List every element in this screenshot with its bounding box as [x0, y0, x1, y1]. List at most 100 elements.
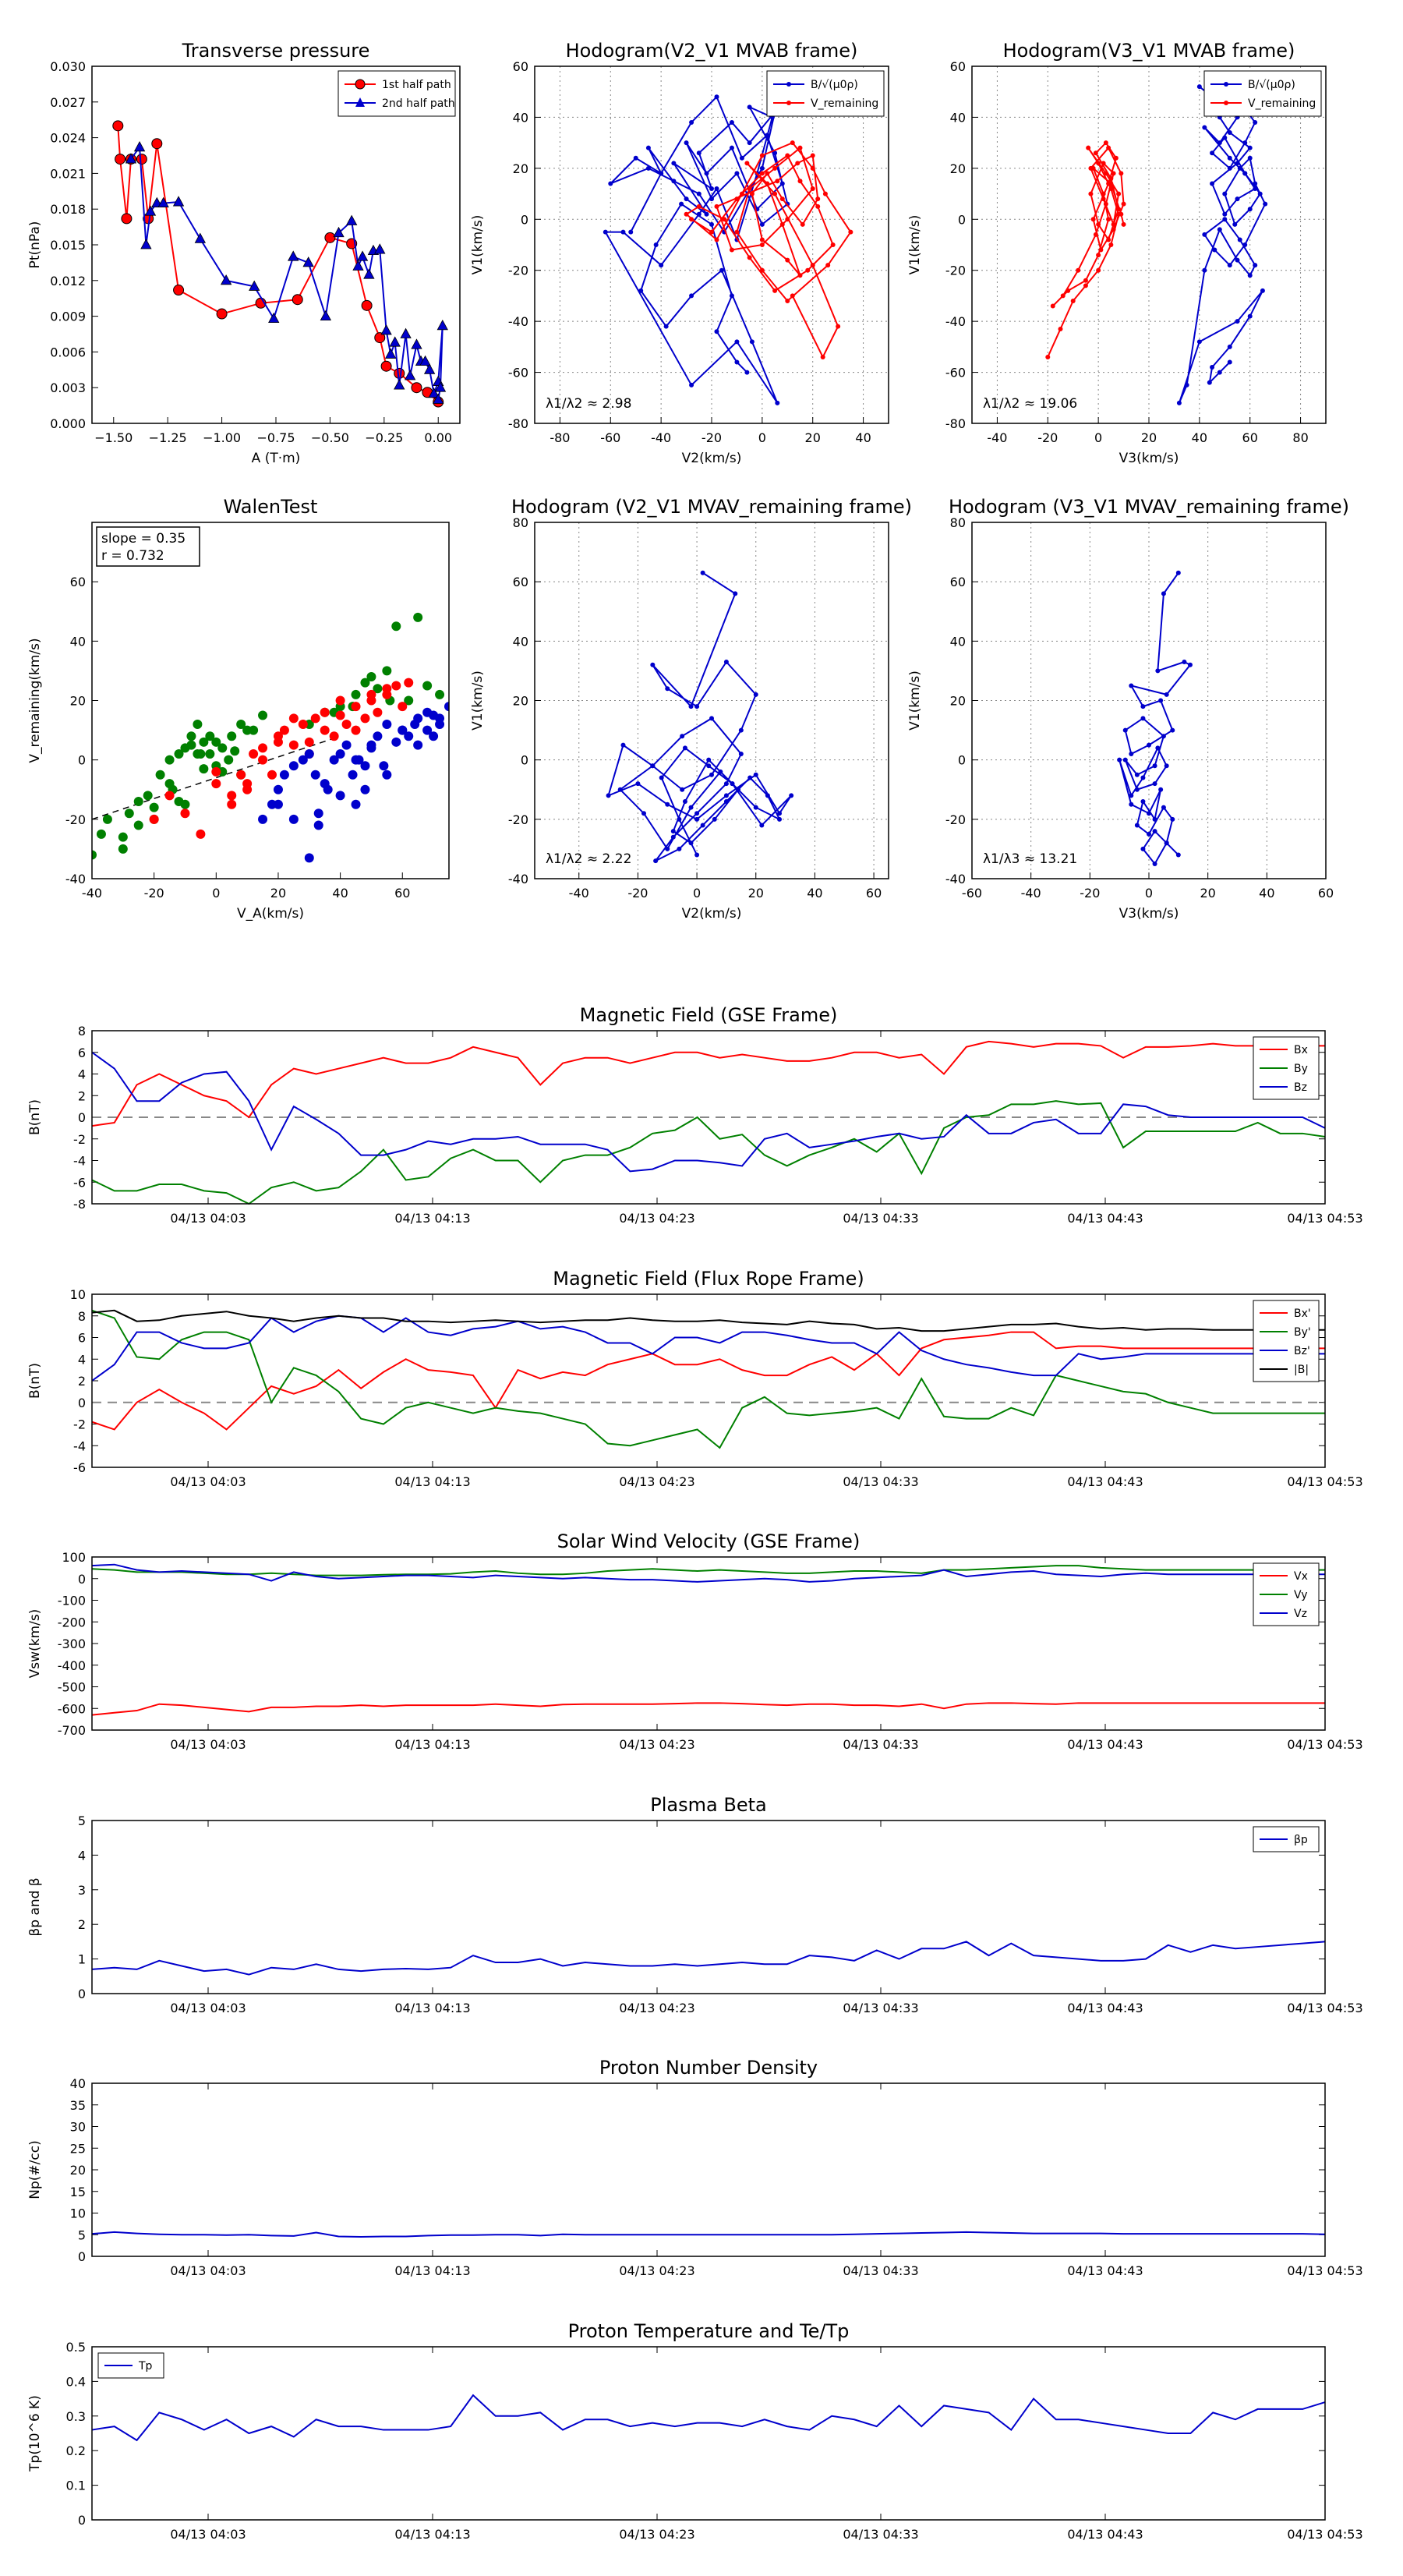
data-point [1140, 798, 1146, 804]
scatter-point [211, 766, 221, 777]
y-tick-label: -40 [945, 314, 966, 329]
scatter-point [329, 731, 339, 741]
x-tick-label: 60 [1318, 886, 1334, 901]
scatter-point [366, 740, 376, 750]
data-point [723, 781, 729, 787]
scatter-point [224, 755, 234, 765]
ratio-annotation: λ1/λ2 ≈ 19.06 [983, 396, 1077, 412]
scatter-point [258, 710, 268, 720]
data-point [747, 186, 752, 192]
series-line-Np [91, 2231, 1326, 2238]
chart-title: Transverse pressure [182, 40, 370, 62]
scatter-point [124, 809, 134, 819]
data-point [1103, 171, 1108, 176]
chart-title: Proton Temperature and Te/Tp [568, 2320, 850, 2342]
data-point [1182, 659, 1187, 664]
series-line-Tp [91, 2394, 1326, 2442]
data-point [1140, 846, 1146, 851]
y-tick-label: 5 [78, 2227, 86, 2242]
data-point [1235, 319, 1240, 324]
scatter-point [373, 707, 383, 717]
x-tick-label: 0 [693, 886, 701, 901]
data-point [1101, 196, 1106, 202]
ts6-frame [91, 2346, 1326, 2521]
data-point [836, 324, 841, 329]
y-tick-label: 40 [70, 634, 86, 649]
data-point [709, 716, 714, 721]
y-tick-label: 0 [78, 1110, 86, 1125]
chart-h4: -60 -40 -20 0 20 40 60-40-20020406080Hodogram … [907, 496, 1349, 922]
y-tick-label: 100 [62, 1550, 86, 1565]
x-tick-label: 04/13 04:33 [843, 1474, 918, 1489]
data-point [670, 834, 676, 840]
data-point [810, 153, 815, 158]
scatter-point [227, 791, 237, 801]
y-tick-label: 0 [958, 753, 966, 768]
data-point [1235, 257, 1240, 263]
scatter-point [236, 770, 246, 780]
legend-label: Bx' [1294, 1307, 1311, 1320]
y-tick-label: 0.021 [50, 166, 86, 181]
data-point [1237, 237, 1242, 242]
x-tick-label: 20 [270, 886, 286, 901]
data-point [696, 203, 702, 209]
scatter-point [404, 695, 414, 706]
y-tick-label: 0.006 [50, 345, 86, 359]
data-point [394, 379, 405, 390]
x-tick-label: 04/13 04:53 [1287, 1211, 1362, 1226]
y-tick-label: -500 [58, 1680, 86, 1695]
x-tick-label: 04/13 04:03 [170, 1737, 246, 1752]
scatter-point [335, 791, 345, 801]
data-point [820, 354, 825, 359]
data-point [628, 229, 634, 235]
data-point [772, 288, 778, 293]
y-tick-label: 20 [70, 694, 86, 709]
x-tick-label: −0.50 [311, 430, 349, 445]
data-point [133, 140, 146, 152]
data-point [1129, 801, 1134, 807]
data-point [608, 181, 613, 186]
y-tick-label: -8 [73, 1197, 86, 1212]
data-point [779, 181, 785, 186]
data-point [428, 387, 440, 398]
chart-title: Hodogram (V3_V1 MVAV_remaining frame) [949, 496, 1349, 518]
y-tick-label: 80 [950, 515, 966, 530]
y-tick-label: 4 [78, 1067, 86, 1082]
legend-marker [786, 101, 791, 105]
data-point [1202, 267, 1207, 273]
data-point [706, 757, 712, 763]
data-point [645, 145, 651, 150]
data-point [324, 232, 336, 243]
y-tick-label: -20 [508, 812, 528, 827]
data-point [216, 308, 228, 320]
data-point [738, 752, 744, 757]
data-point [411, 382, 422, 394]
data-point [620, 742, 626, 748]
data-point [1210, 181, 1215, 186]
y-axis-label: Tp(10^6 K) [27, 2395, 43, 2472]
data-point [729, 293, 734, 299]
y-tick-label: -2 [73, 1132, 86, 1147]
scatter-point [258, 743, 268, 753]
scatter-point [323, 784, 333, 794]
scatter-point [382, 684, 392, 694]
ratio-annotation: λ1/λ2 ≈ 2.22 [546, 851, 631, 867]
data-point [759, 221, 765, 227]
scatter-point [366, 689, 376, 699]
chart-ts3: 04/13 04:03 04/13 04:13 04/13 04:23 04/13 0… [27, 1530, 1363, 1752]
y-tick-label: 60 [513, 59, 528, 74]
data-point [1257, 191, 1263, 196]
data-point [810, 165, 815, 171]
data-point [346, 214, 358, 225]
data-point [706, 763, 712, 769]
data-point [1140, 716, 1146, 721]
data-point [734, 359, 740, 365]
data-point [1121, 201, 1126, 207]
data-point [1129, 752, 1134, 757]
h1-frame [534, 65, 889, 424]
scatter-point [273, 737, 283, 747]
data-point [363, 268, 375, 279]
data-point [753, 805, 758, 810]
y-tick-label: 35 [70, 2098, 86, 2113]
